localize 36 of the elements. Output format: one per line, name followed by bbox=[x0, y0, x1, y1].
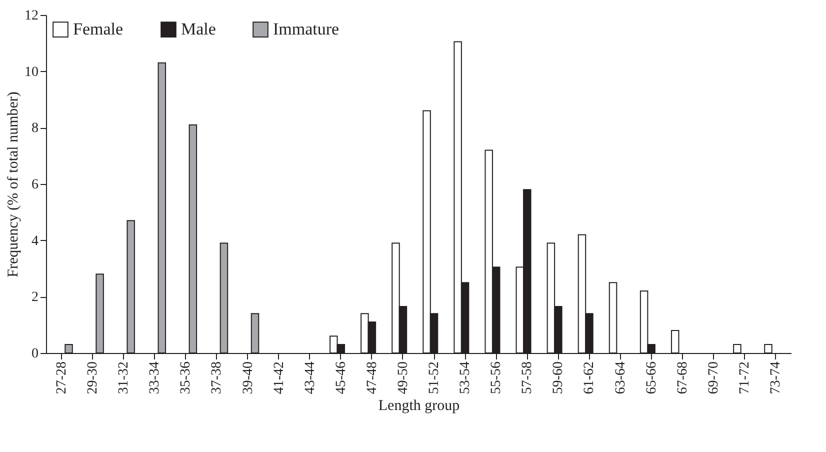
x-tick-label: 51-52 bbox=[427, 362, 442, 394]
y-tick-label: 4 bbox=[32, 234, 38, 249]
x-tick-label: 29-30 bbox=[86, 362, 101, 394]
legend-label: Female bbox=[73, 20, 124, 39]
x-tick-label: 61-62 bbox=[582, 362, 598, 394]
y-tick-label: 6 bbox=[32, 178, 38, 192]
x-tick-label: 67-68 bbox=[675, 362, 690, 394]
x-tick-label: 55-56 bbox=[489, 362, 504, 394]
x-tick-label: 49-50 bbox=[396, 362, 411, 394]
legend-label: Immature bbox=[273, 20, 340, 39]
x-tick-label: 31-32 bbox=[116, 362, 132, 394]
x-tick-label: 71-72 bbox=[737, 362, 752, 394]
x-tick-label: 33-34 bbox=[148, 362, 163, 394]
x-tick-label: 27-28 bbox=[54, 362, 70, 394]
x-tick-label: 39-40 bbox=[240, 362, 256, 394]
legend-label: Male bbox=[181, 20, 216, 39]
x-tick-label: 63-64 bbox=[613, 362, 628, 394]
x-tick-label: 35-36 bbox=[178, 362, 194, 394]
y-tick-label: 2 bbox=[32, 290, 38, 306]
y-tick-label: 10 bbox=[24, 64, 38, 80]
y-axis-title: Frequency (% of total number) bbox=[6, 92, 22, 278]
y-tick-label: 0 bbox=[32, 346, 38, 362]
x-tick-label: 45-46 bbox=[334, 362, 349, 394]
x-tick-label: 43-44 bbox=[302, 362, 318, 394]
x-tick-label: 57-58 bbox=[520, 362, 536, 394]
y-tick-label: 12 bbox=[24, 8, 38, 24]
x-tick-label: 37-38 bbox=[210, 362, 225, 394]
x-tick-label: 59-60 bbox=[551, 362, 566, 394]
y-tick-label: 8 bbox=[32, 121, 38, 136]
x-tick-label: 53-54 bbox=[458, 362, 474, 394]
x-tick-label: 41-42 bbox=[272, 362, 287, 394]
x-tick-label: 69-70 bbox=[706, 362, 722, 394]
x-tick-label: 73-74 bbox=[768, 362, 784, 394]
x-axis-title: Length group bbox=[378, 398, 460, 414]
x-tick-label: 47-48 bbox=[364, 362, 380, 394]
x-tick-label: 65-66 bbox=[644, 362, 660, 394]
